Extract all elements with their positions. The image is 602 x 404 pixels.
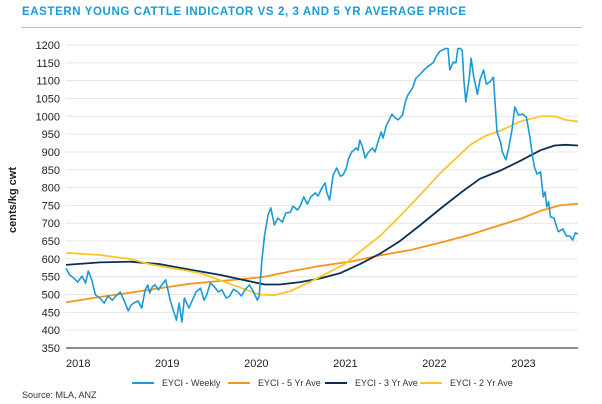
y-tick-label: 1100: [36, 76, 60, 88]
y-tick-label: 900: [42, 147, 60, 159]
series-line-eyci-2-yr-ave: [65, 115, 579, 297]
y-tick-label: 1050: [36, 93, 60, 105]
legend-label: EYCI - 5 Yr Ave: [258, 378, 321, 388]
y-tick-label: 400: [42, 325, 60, 337]
y-tick-label: 1150: [36, 58, 60, 70]
y-tick-label: 350: [42, 343, 60, 355]
y-axis-label: cents/kg cwt: [7, 167, 19, 233]
legend-item: EYCI - 3 Yr Ave: [325, 378, 418, 388]
legend-label: EYCI - Weekly: [162, 378, 221, 388]
title-divider: [22, 27, 582, 28]
legend-item: EYCI - 2 Yr Ave: [420, 378, 513, 388]
x-tick-label: 2019: [155, 358, 179, 370]
series-line-eyci-5-yr-ave: [65, 202, 579, 304]
legend-label: EYCI - 3 Yr Ave: [355, 378, 418, 388]
y-tick-label: 850: [42, 165, 60, 177]
y-tick-label: 1000: [36, 111, 60, 123]
x-tick-label: 2020: [244, 358, 268, 370]
y-tick-label: 600: [42, 254, 60, 266]
x-tick-label: 2022: [422, 358, 446, 370]
x-tick-label: 2021: [333, 358, 357, 370]
series-line-eyci-weekly: [65, 47, 579, 323]
y-tick-label: 750: [42, 200, 60, 212]
y-tick-label: 950: [42, 129, 60, 141]
y-tick-label: 450: [42, 307, 60, 319]
x-tick-label: 2018: [66, 358, 90, 370]
source-note: Source: MLA, ANZ: [22, 390, 97, 400]
legend-label: EYCI - 2 Yr Ave: [450, 378, 513, 388]
chart-title: EASTERN YOUNG CATTLE INDICATOR VS 2, 3 A…: [22, 6, 467, 18]
y-tick-label: 650: [42, 236, 60, 248]
y-tick-label: 700: [42, 218, 60, 230]
legend-item: EYCI - 5 Yr Ave: [228, 378, 321, 388]
y-tick-label: 500: [42, 290, 60, 302]
legend-item: EYCI - Weekly: [132, 378, 221, 388]
series-line-eyci-3-yr-ave: [65, 143, 579, 286]
y-tick-label: 800: [42, 183, 60, 195]
x-tick-label: 2023: [511, 358, 535, 370]
y-tick-label: 550: [42, 272, 60, 284]
y-tick-label: 1200: [36, 40, 60, 52]
